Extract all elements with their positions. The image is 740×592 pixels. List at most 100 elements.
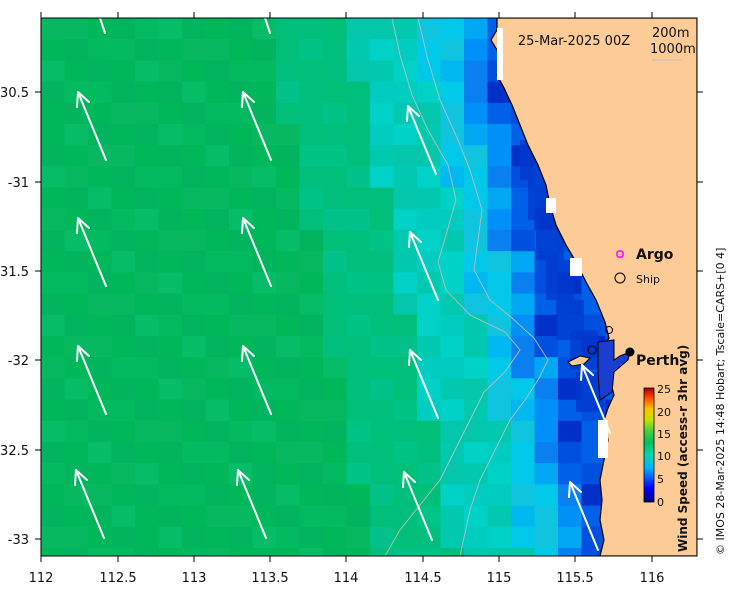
- field-cell: [393, 124, 418, 146]
- wind-arrow: [241, 345, 272, 415]
- field-cell: [276, 336, 301, 358]
- field-cell: [393, 187, 418, 210]
- field-cell: [534, 420, 559, 443]
- field-cell: [323, 442, 348, 464]
- field-cell: [64, 18, 89, 40]
- field-cell: [111, 526, 136, 549]
- field-cell: [323, 505, 348, 528]
- field-cell: [64, 357, 89, 379]
- field-cell: [558, 463, 583, 485]
- x-tick-116: 116: [640, 571, 665, 586]
- field-cell: [88, 187, 113, 210]
- field-cell: [440, 251, 465, 273]
- field-cell: [252, 166, 277, 189]
- y-tick-30.5: -30.5: [0, 86, 29, 101]
- field-cell: [88, 272, 113, 295]
- field-cell: [135, 39, 160, 61]
- field-cell: [464, 230, 489, 252]
- field-cell: [534, 399, 559, 422]
- field-cell: [252, 357, 277, 379]
- field-cell: [64, 230, 89, 252]
- field-cell: [41, 442, 66, 464]
- field-cell: [440, 60, 465, 83]
- field-cell: [464, 442, 489, 464]
- field-cell: [440, 314, 465, 337]
- field-cell: [158, 18, 183, 40]
- field-cell: [252, 102, 277, 125]
- field-cell: [299, 357, 324, 379]
- field-cell: [464, 187, 489, 210]
- field-cell: [111, 336, 136, 358]
- field-cell: [276, 420, 301, 443]
- field-cell: [205, 442, 230, 464]
- field-cell: [393, 314, 418, 337]
- field-cell: [276, 102, 301, 125]
- field-cell: [252, 399, 277, 422]
- wind-arrow: [99, 17, 106, 34]
- field-cell: [229, 81, 254, 104]
- field-cell: [346, 187, 371, 210]
- field-cell: [276, 442, 301, 464]
- field-cell: [487, 166, 512, 189]
- field-cell: [111, 230, 136, 252]
- field-cell: [64, 102, 89, 125]
- field-cell: [135, 230, 160, 252]
- wind-arrow: [76, 217, 107, 287]
- field-cell: [299, 463, 324, 485]
- field-cell: [440, 187, 465, 210]
- field-cell: [41, 484, 66, 507]
- field-cell: [135, 145, 160, 167]
- field-cell: [88, 208, 113, 231]
- field-cell: [370, 420, 395, 443]
- field-cell: [276, 124, 301, 146]
- field-cell: [558, 526, 583, 549]
- field-cell: [88, 293, 113, 316]
- field-cell: [370, 251, 395, 273]
- field-cell: [417, 463, 442, 485]
- field-cell: [464, 81, 489, 104]
- field-cell: [158, 293, 183, 316]
- field-cell: [88, 166, 113, 189]
- field-cell: [534, 526, 559, 549]
- field-cell: [393, 60, 418, 83]
- legend-argo: Argo: [636, 247, 674, 263]
- field-cell: [111, 60, 136, 83]
- field-cell: [511, 336, 536, 358]
- field-cell: [111, 484, 136, 507]
- field-cell: [440, 293, 465, 316]
- field-cell: [158, 442, 183, 464]
- field-cell: [111, 505, 136, 528]
- field-cell: [111, 272, 136, 295]
- field-cell: [135, 314, 160, 337]
- field-cell: [276, 463, 301, 485]
- field-cell: [417, 399, 442, 422]
- field-cell: [511, 293, 536, 316]
- field-cell: [511, 272, 536, 295]
- field-cell: [182, 145, 207, 167]
- field-cell: [205, 18, 230, 40]
- field-cell: [323, 336, 348, 358]
- field-cell: [370, 208, 395, 231]
- legend-200m: 200m: [652, 26, 689, 41]
- field-cell: [417, 505, 442, 528]
- cbar-tick-5: 5: [657, 473, 664, 486]
- field-cell: [370, 314, 395, 337]
- field-cell: [299, 484, 324, 507]
- field-cell: [323, 81, 348, 104]
- field-cell: [158, 420, 183, 443]
- field-cell: [393, 505, 418, 528]
- field-cell: [299, 60, 324, 83]
- field-cell: [323, 60, 348, 83]
- field-cell: [205, 208, 230, 231]
- field-cell: [511, 484, 536, 507]
- field-cell: [511, 399, 536, 422]
- field-cell: [64, 484, 89, 507]
- field-cell: [111, 251, 136, 273]
- field-cell: [111, 145, 136, 167]
- field-cell: [41, 463, 66, 485]
- wind-arrow: [568, 481, 599, 551]
- wind-arrow: [264, 17, 271, 34]
- field-cell: [393, 526, 418, 549]
- field-cell: [182, 526, 207, 549]
- field-cell: [323, 39, 348, 61]
